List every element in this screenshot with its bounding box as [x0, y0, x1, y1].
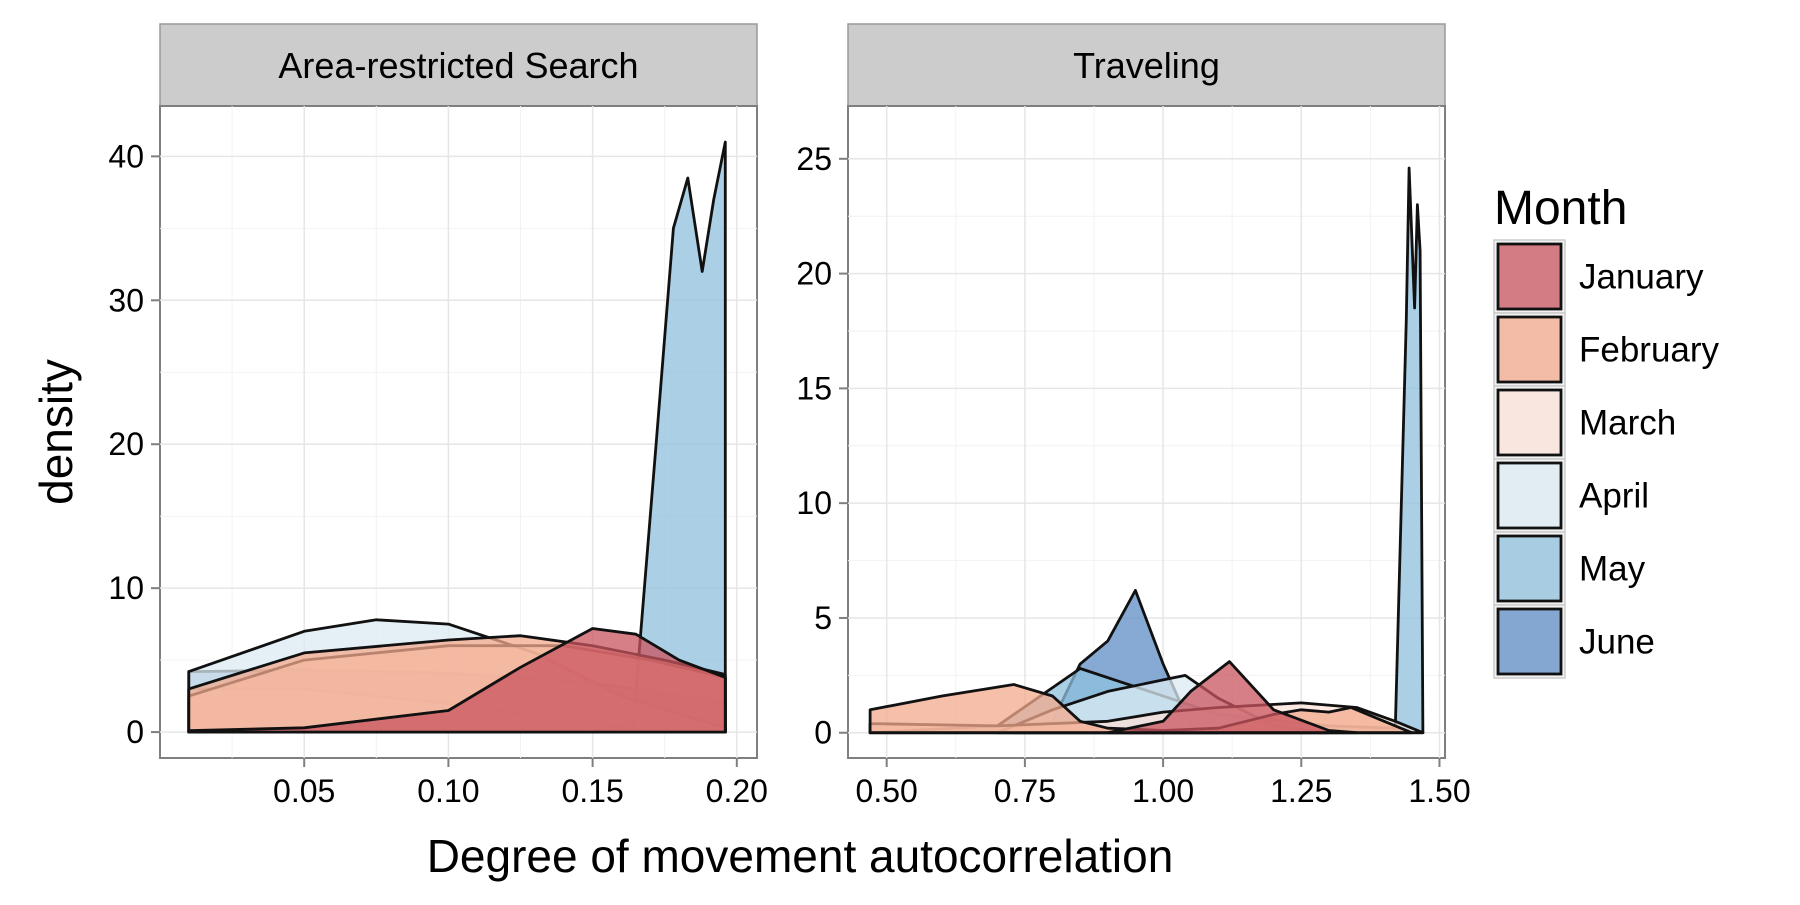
strip-title: Traveling	[1073, 45, 1220, 86]
x-tick-label: 1.50	[1408, 773, 1470, 809]
strip-title: Area-restricted Search	[278, 45, 638, 86]
y-tick-label: 0	[814, 715, 832, 751]
panel-area-restricted-search: Area-restricted Search 0 10 20 30 40 0.05 0.1…	[108, 23, 768, 809]
legend-label-march: March	[1579, 404, 1676, 443]
y-tick-label: 30	[108, 282, 144, 318]
y-tick-label: 0	[126, 714, 144, 750]
x-tick-label: 0.05	[273, 773, 335, 809]
panel-traveling: Traveling 0 5 10 15 20 25 0.50 0.75 1.00 1.25 1.5…	[796, 23, 1471, 809]
y-tick-label: 15	[796, 370, 832, 406]
density-area-january	[187, 627, 727, 734]
y-tick-label: 10	[796, 485, 832, 521]
legend-label-april: April	[1579, 477, 1649, 516]
legend-items: January February March April May June	[1493, 239, 1720, 679]
x-tick-label: 0.20	[706, 773, 768, 809]
x-tick-label: 1.25	[1270, 773, 1332, 809]
y-tick-label: 20	[796, 256, 832, 292]
legend-label-june: June	[1579, 623, 1655, 662]
y-axis: 0 5 10 15 20 25	[796, 141, 848, 751]
legend-swatch-february	[1496, 315, 1563, 384]
legend-swatch-april	[1496, 461, 1563, 530]
density-areas	[187, 140, 727, 734]
x-tick-label: 0.50	[856, 773, 918, 809]
y-tick-label: 25	[796, 141, 832, 177]
x-axis: 0.50 0.75 1.00 1.25 1.50	[856, 758, 1471, 809]
strip-background	[159, 23, 758, 107]
density-area-january	[1106, 660, 1358, 735]
y-axis: 0 10 20 30 40	[108, 138, 160, 750]
x-tick-label: 0.10	[417, 773, 479, 809]
strip-background	[847, 23, 1446, 107]
x-tick-label: 0.15	[561, 773, 623, 809]
legend-swatch-may	[1496, 534, 1563, 603]
y-tick-label: 40	[108, 138, 144, 174]
y-tick-label: 10	[108, 570, 144, 606]
legend-swatch-january	[1496, 242, 1563, 311]
legend-title: Month	[1494, 182, 1627, 235]
legend-label-may: May	[1579, 550, 1646, 589]
density-areas	[868, 166, 1425, 735]
y-tick-label: 20	[108, 426, 144, 462]
legend-swatch-march	[1496, 388, 1563, 457]
x-axis-title: Degree of movement autocorrelation	[427, 830, 1174, 882]
legend-swatch-june	[1496, 607, 1563, 676]
x-tick-label: 1.00	[1132, 773, 1194, 809]
legend-label-february: February	[1579, 331, 1720, 370]
density-area-may	[868, 166, 1425, 735]
x-tick-label: 0.75	[994, 773, 1056, 809]
x-axis: 0.05 0.10 0.15 0.20	[273, 758, 768, 809]
legend-label-january: January	[1579, 258, 1704, 297]
y-tick-label: 5	[814, 600, 832, 636]
legend: Month January February March April May June	[1493, 182, 1720, 679]
y-axis-title: density	[30, 359, 82, 505]
